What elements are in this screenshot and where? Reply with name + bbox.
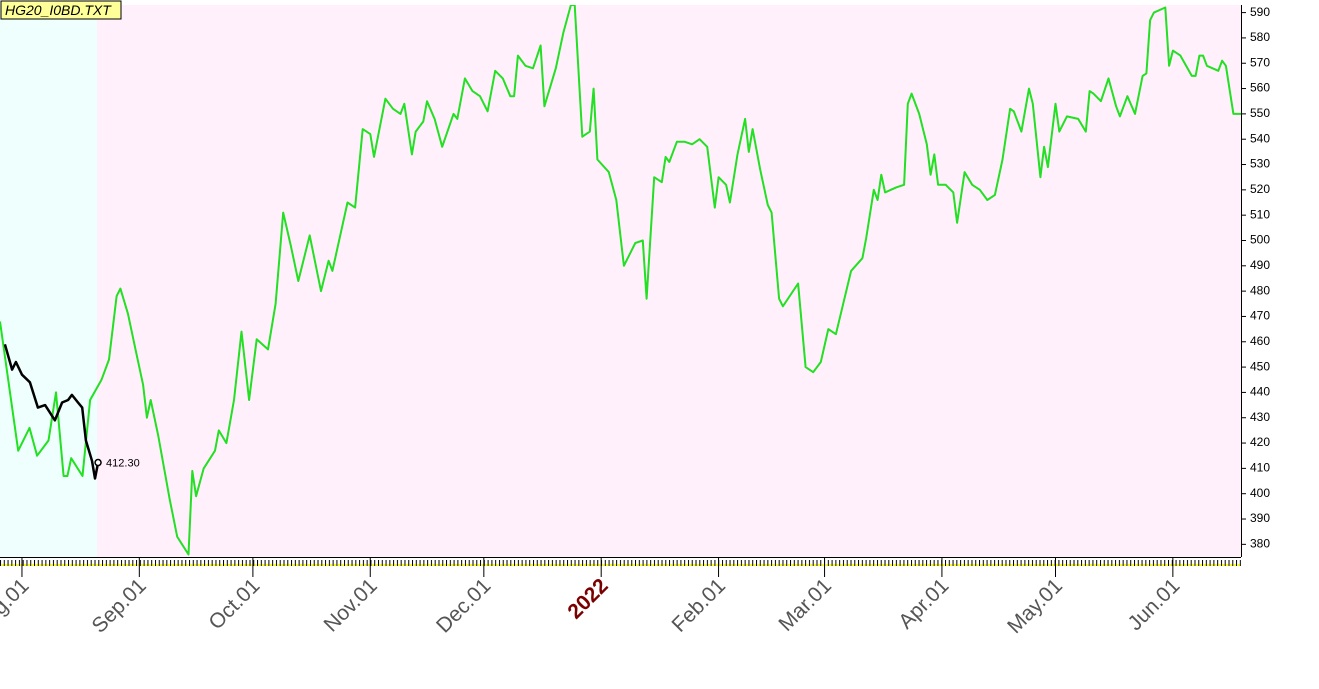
y-tick-label: 420 (1250, 435, 1270, 449)
x-tick-label: May.01 (1003, 574, 1067, 638)
x-tick-label: Oct.01 (204, 574, 264, 634)
history-region (0, 5, 97, 557)
y-tick-label: 580 (1250, 30, 1270, 44)
x-tick-label: Aug.01 (0, 574, 33, 637)
y-tick-label: 460 (1250, 334, 1270, 348)
chart-title: HG20_I0BD.TXT (5, 2, 112, 18)
x-tick-label: Sep.01 (88, 574, 151, 637)
y-tick-label: 440 (1250, 385, 1270, 399)
plot: 412.30 (0, 5, 1241, 556)
y-tick-label: 530 (1250, 157, 1270, 171)
y-tick-label: 560 (1250, 81, 1270, 95)
y-tick-label: 510 (1250, 207, 1270, 221)
price-line (0, 5, 1241, 556)
y-tick-label: 380 (1250, 537, 1270, 551)
x-tick-label: Mar.01 (774, 574, 836, 636)
minor-ticks (0, 557, 1241, 566)
y-tick-label: 500 (1250, 233, 1270, 247)
y-tick-label: 390 (1250, 511, 1270, 525)
y-tick-label: 400 (1250, 486, 1270, 500)
plot-background (97, 5, 1241, 557)
x-tick-label: Apr.01 (894, 574, 953, 633)
last-value-marker (94, 458, 102, 467)
price-line (3, 343, 100, 480)
y-tick-label: 540 (1250, 131, 1270, 145)
y-tick-label: 520 (1250, 182, 1270, 196)
y-tick-label: 450 (1250, 359, 1270, 373)
last-value-label: 412.30 (106, 458, 140, 470)
x-tick-label: Nov.01 (320, 574, 382, 636)
y-tick-label: 590 (1250, 5, 1270, 19)
x-tick-label: 2022 (563, 574, 612, 623)
y-tick-label: 570 (1250, 55, 1270, 69)
x-tick-label: Feb.01 (668, 574, 731, 637)
x-tick-label: Jun.01 (1124, 574, 1185, 635)
title-box (0, 0, 122, 20)
y-tick-label: 480 (1250, 283, 1270, 297)
y-tick-label: 430 (1250, 410, 1270, 424)
x-tick-label: Dec.01 (432, 574, 495, 637)
y-tick-label: 550 (1250, 106, 1270, 120)
y-tick-label: 470 (1250, 309, 1270, 323)
y-tick-label: 410 (1250, 461, 1270, 475)
y-tick-label: 490 (1250, 258, 1270, 272)
